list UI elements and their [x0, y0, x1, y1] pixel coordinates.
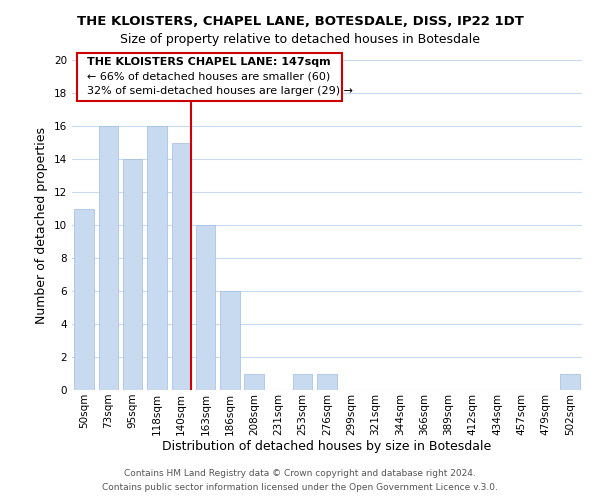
Text: THE KLOISTERS, CHAPEL LANE, BOTESDALE, DISS, IP22 1DT: THE KLOISTERS, CHAPEL LANE, BOTESDALE, D… [77, 15, 523, 28]
Text: Contains HM Land Registry data © Crown copyright and database right 2024.: Contains HM Land Registry data © Crown c… [124, 468, 476, 477]
Bar [123, 159, 142, 390]
Bar [220, 291, 239, 390]
FancyBboxPatch shape [77, 54, 342, 101]
Bar [99, 126, 118, 390]
Bar [196, 225, 215, 390]
Bar [74, 208, 94, 390]
Bar [244, 374, 264, 390]
X-axis label: Distribution of detached houses by size in Botesdale: Distribution of detached houses by size … [163, 440, 491, 454]
Text: ← 66% of detached houses are smaller (60): ← 66% of detached houses are smaller (60… [88, 72, 331, 82]
Bar [172, 142, 191, 390]
Text: Contains public sector information licensed under the Open Government Licence v.: Contains public sector information licen… [102, 484, 498, 492]
Bar [317, 374, 337, 390]
Bar [293, 374, 313, 390]
Y-axis label: Number of detached properties: Number of detached properties [35, 126, 49, 324]
Text: 32% of semi-detached houses are larger (29) →: 32% of semi-detached houses are larger (… [88, 86, 353, 97]
Bar [560, 374, 580, 390]
Text: THE KLOISTERS CHAPEL LANE: 147sqm: THE KLOISTERS CHAPEL LANE: 147sqm [88, 56, 331, 66]
Text: Size of property relative to detached houses in Botesdale: Size of property relative to detached ho… [120, 32, 480, 46]
Bar [147, 126, 167, 390]
